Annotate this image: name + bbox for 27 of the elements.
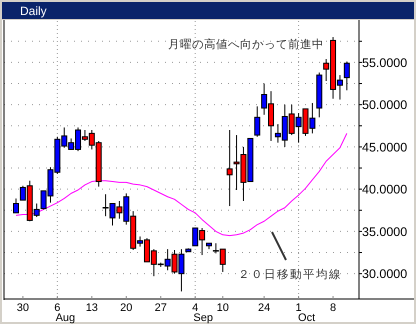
x-tick-label: 6: [54, 302, 60, 314]
x-tick-label: 27: [154, 302, 167, 314]
candlestick: [344, 61, 350, 91]
y-tick-label: 50.0000: [362, 98, 408, 112]
x-tick-label: 10: [216, 302, 229, 314]
y-tick-label: 45.0000: [362, 140, 408, 154]
x-tick-label: 8: [330, 302, 336, 314]
y-tick-label: 55.0000: [362, 56, 408, 70]
candlestick: [226, 130, 233, 207]
candlestick: [13, 198, 19, 214]
annotation: 月曜の高値へ向かって前進中: [168, 37, 324, 51]
x-tick-label: 24: [258, 302, 270, 314]
y-tick-label: 30.0000: [362, 267, 408, 282]
x-tick-label: 30: [16, 302, 30, 314]
y-tick-label: 35.0000: [362, 224, 408, 239]
text: Sep: [193, 312, 213, 324]
x-tick-label: 1: [296, 302, 302, 314]
annotation: ２０日移動平均線: [238, 268, 342, 281]
candlestick: [254, 106, 260, 138]
text: Aug: [56, 312, 76, 324]
x-tick-label: 13: [86, 302, 98, 314]
y-tick-label: 40.0000: [362, 182, 408, 197]
x-tick-label: 20: [120, 302, 132, 314]
x-tick-label: 4: [192, 302, 198, 314]
text: Oct: [298, 312, 316, 324]
chart-title: Daily: [20, 4, 47, 18]
line-series: [16, 132, 348, 236]
